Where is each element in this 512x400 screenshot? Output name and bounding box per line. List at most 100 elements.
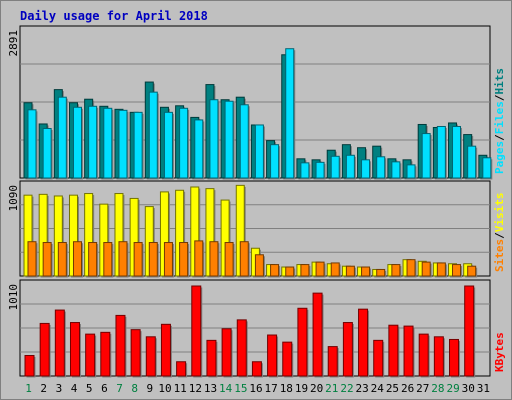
bar-files <box>57 96 67 179</box>
bar-sites <box>57 242 67 277</box>
bar-files <box>118 109 128 179</box>
bar-files <box>72 106 82 179</box>
bar-sites <box>133 242 143 277</box>
bar-kbytes <box>206 339 217 377</box>
bar-sites <box>163 242 173 277</box>
bar-kbytes <box>297 307 308 377</box>
bar-files <box>452 125 462 179</box>
legend-entry: / <box>493 232 506 239</box>
bar-kbytes <box>236 319 247 377</box>
bar-sites <box>239 241 249 277</box>
bar-files <box>27 109 37 179</box>
bar-kbytes <box>160 323 171 377</box>
bar-files <box>345 154 355 179</box>
bar-files <box>406 164 416 179</box>
scale-label-visits-sites: 1090 <box>7 185 20 212</box>
bar-kbytes <box>39 322 50 377</box>
bar-kbytes <box>191 285 202 377</box>
bar-files <box>361 159 371 179</box>
bar-kbytes <box>418 333 429 377</box>
bar-files <box>436 125 446 179</box>
bar-files <box>467 145 477 179</box>
legend-entry: Pages <box>493 141 506 174</box>
x-tick-label: 23 <box>356 382 369 395</box>
bar-sites <box>27 241 37 277</box>
bar-kbytes <box>130 329 141 377</box>
bar-sites <box>376 268 386 277</box>
bar-sites <box>224 242 234 277</box>
bar-sites <box>452 264 462 277</box>
x-tick-label: 28 <box>431 382 444 395</box>
x-tick-label: 31 <box>477 382 490 395</box>
bar-kbytes <box>282 341 293 377</box>
bar-sites <box>421 261 431 277</box>
x-tick-label: 30 <box>462 382 475 395</box>
legend-entry: Hits <box>493 68 506 95</box>
scale-label-pages-files-hits: 2891 <box>7 30 20 57</box>
x-tick-label: 7 <box>116 382 123 395</box>
bar-sites <box>118 241 128 277</box>
x-tick-label: 17 <box>265 382 278 395</box>
bar-files <box>376 156 386 179</box>
bar-sites <box>406 259 416 277</box>
bar-files <box>285 48 295 179</box>
x-tick-label: 21 <box>325 382 338 395</box>
legend-entry: KBytes <box>493 332 506 372</box>
bar-kbytes <box>388 324 399 377</box>
bar-sites <box>72 241 82 277</box>
bar-kbytes <box>221 328 232 377</box>
bar-kbytes <box>145 336 156 377</box>
bar-sites <box>436 262 446 277</box>
bar-sites <box>254 254 264 277</box>
bar-sites <box>42 242 52 277</box>
bar-kbytes <box>267 334 278 377</box>
x-tick-label: 2 <box>40 382 47 395</box>
x-tick-label: 22 <box>340 382 353 395</box>
bar-files <box>330 155 340 179</box>
bar-kbytes <box>69 322 80 377</box>
bar-kbytes <box>100 331 111 377</box>
bar-files <box>133 111 143 179</box>
x-tick-label: 1 <box>25 382 32 395</box>
bar-files <box>270 144 280 179</box>
x-tick-label: 18 <box>280 382 293 395</box>
bar-files <box>209 99 219 179</box>
bar-kbytes <box>403 325 414 377</box>
x-tick-label: 10 <box>158 382 171 395</box>
chart-title: Daily usage for April 2018 <box>20 9 208 23</box>
x-tick-label: 19 <box>295 382 308 395</box>
bar-files <box>194 119 204 179</box>
bar-sites <box>467 265 477 277</box>
legend-visits-sites: Sites/Visits <box>493 193 506 273</box>
bar-kbytes <box>342 322 353 377</box>
bar-files <box>482 157 492 179</box>
scale-label-kbytes: 1010 <box>7 284 20 311</box>
bar-sites <box>300 264 310 277</box>
bar-kbytes <box>251 361 262 377</box>
bar-files <box>148 91 158 179</box>
bar-kbytes <box>115 314 126 377</box>
x-tick-label: 16 <box>249 382 262 395</box>
bar-kbytes <box>358 308 369 377</box>
bar-sites <box>88 242 98 277</box>
bar-kbytes <box>24 355 35 377</box>
legend-kbytes: KBytes <box>493 332 506 372</box>
x-tick-label: 4 <box>71 382 78 395</box>
x-tick-label: 8 <box>131 382 138 395</box>
bar-sites <box>148 242 158 277</box>
x-tick-label: 6 <box>101 382 108 395</box>
x-tick-label: 3 <box>56 382 63 395</box>
bar-sites <box>330 262 340 277</box>
bar-sites <box>345 265 355 277</box>
bar-kbytes <box>85 333 96 377</box>
legend-entry: / <box>493 134 506 141</box>
bar-files <box>163 111 173 179</box>
x-tick-label: 13 <box>204 382 217 395</box>
bar-kbytes <box>312 292 323 377</box>
x-tick-label: 5 <box>86 382 93 395</box>
bar-kbytes <box>373 339 384 377</box>
x-tick-label: 11 <box>174 382 187 395</box>
legend-pages-files-hits: Pages/Files/Hits <box>493 68 506 174</box>
bar-kbytes <box>433 336 444 377</box>
bar-sites <box>391 264 401 277</box>
